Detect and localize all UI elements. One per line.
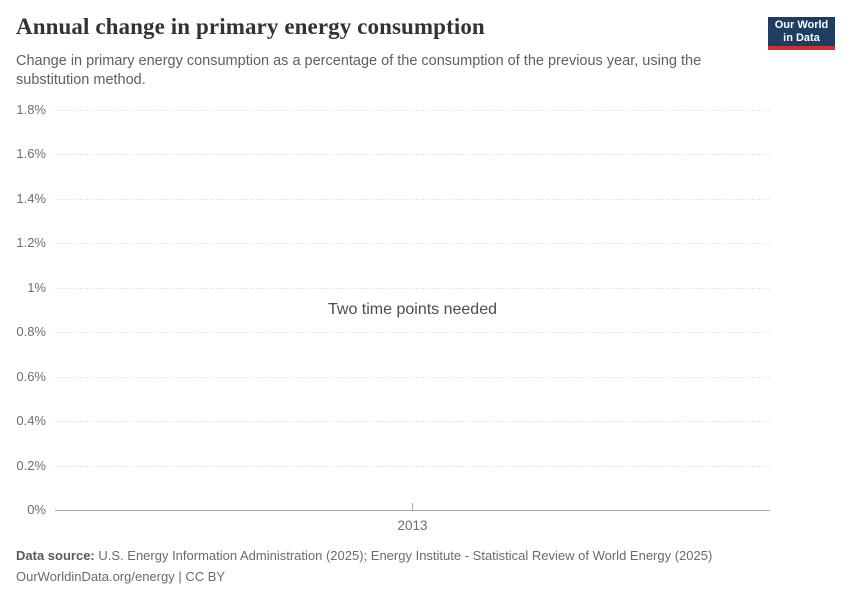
y-tick-label: 0% [27,502,46,517]
y-gridline [55,287,770,289]
footer-license-line[interactable]: OurWorldinData.org/energy | CC BY [16,569,226,584]
y-gridline [55,421,770,423]
y-axis-tick-labels: 1.8% 1.6% 1.4% 1.2% 1% 0.8% 0.6% 0.4% 0.2% 0% [0,102,46,517]
y-gridline [55,332,770,334]
owid-logo-stripe [768,46,835,50]
y-tick-label: 1.4% [16,190,46,206]
y-tick-label: 0.2% [16,457,46,473]
y-gridline [55,465,770,467]
x-axis-line [55,510,770,511]
y-tick-label: 0.6% [16,368,46,384]
y-gridline [55,110,770,111]
footer-source-line: Data source: U.S. Energy Information Adm… [16,548,712,563]
empty-state-message: Two time points needed [328,301,497,318]
y-gridline [55,198,770,200]
owid-logo-line1: Our World [774,19,829,31]
x-tick-label: 2013 [397,518,428,533]
y-tick-label: 1.8% [16,102,46,117]
owid-logo-line2: in Data [783,32,820,44]
chart-subtitle: Change in primary energy consumption as … [16,53,702,88]
y-gridline [55,376,770,378]
y-tick-label: 1% [27,279,46,295]
y-tick-label: 0.8% [16,324,46,340]
data-source-text[interactable]: U.S. Energy Information Administration (… [98,548,713,563]
owid-logo-box: Our World in Data [768,17,835,46]
plot-area: Two time points needed [55,110,770,511]
chart-title: Annual change in primary energy consumpt… [16,14,485,39]
y-gridline [55,154,770,156]
y-tick-label: 0.4% [16,413,46,429]
y-tick-label: 1.2% [16,235,46,251]
x-axis: 2013 [55,503,770,540]
owid-logo[interactable]: Our World in Data [768,17,835,50]
y-tick-label: 1.6% [16,146,46,162]
y-gridline [55,243,770,245]
x-tick-mark [412,503,413,510]
data-source-label: Data source: [16,548,95,563]
